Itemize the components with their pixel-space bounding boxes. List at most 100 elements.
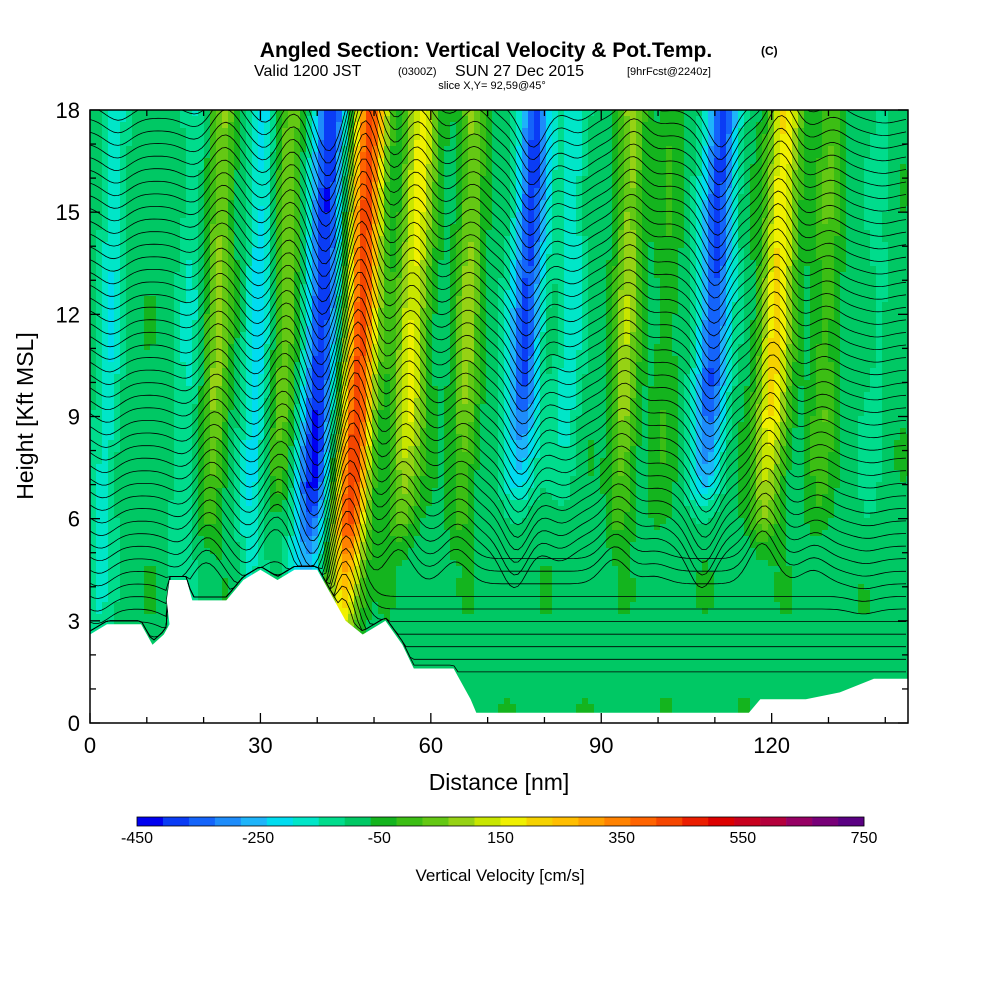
velocity-cell	[192, 200, 199, 207]
velocity-cell	[558, 170, 565, 177]
velocity-cell	[600, 320, 607, 327]
velocity-cell	[666, 272, 673, 279]
velocity-cell	[852, 218, 859, 225]
velocity-cell	[492, 158, 499, 165]
velocity-cell	[168, 194, 175, 201]
velocity-cell	[126, 128, 133, 135]
velocity-cell	[672, 182, 679, 189]
velocity-cell	[828, 302, 835, 309]
velocity-cell	[276, 182, 283, 189]
velocity-cell	[666, 182, 673, 189]
velocity-cell	[588, 152, 595, 159]
velocity-cell	[144, 272, 151, 279]
velocity-cell	[636, 254, 643, 261]
velocity-cell	[804, 290, 811, 297]
velocity-cell	[534, 248, 541, 255]
velocity-cell	[138, 170, 145, 177]
velocity-cell	[456, 248, 463, 255]
velocity-cell	[810, 242, 817, 249]
velocity-cell	[198, 116, 205, 123]
velocity-cell	[840, 254, 847, 261]
velocity-cell	[384, 200, 391, 207]
velocity-cell	[174, 182, 181, 189]
velocity-cell	[780, 260, 787, 267]
velocity-cell	[150, 206, 157, 213]
velocity-cell	[450, 308, 457, 315]
velocity-cell	[186, 176, 193, 183]
velocity-cell	[606, 188, 613, 195]
velocity-cell	[438, 224, 445, 231]
velocity-cell	[306, 194, 313, 201]
velocity-cell	[336, 236, 343, 243]
velocity-cell	[126, 122, 133, 129]
velocity-cell	[630, 146, 637, 153]
velocity-cell	[504, 254, 511, 261]
velocity-cell	[462, 314, 469, 321]
velocity-cell	[414, 140, 421, 147]
velocity-cell	[750, 284, 757, 291]
velocity-cell	[474, 230, 481, 237]
velocity-cell	[438, 320, 445, 327]
velocity-cell	[168, 272, 175, 279]
velocity-cell	[558, 320, 565, 327]
velocity-cell	[726, 116, 733, 123]
velocity-cell	[864, 266, 871, 273]
velocity-cell	[282, 218, 289, 225]
velocity-cell	[534, 152, 541, 159]
velocity-cell	[690, 212, 697, 219]
velocity-cell	[618, 170, 625, 177]
velocity-cell	[876, 242, 883, 249]
velocity-cell	[792, 266, 799, 273]
velocity-cell	[288, 140, 295, 147]
velocity-cell	[642, 218, 649, 225]
velocity-cell	[630, 212, 637, 219]
velocity-cell	[528, 224, 535, 231]
velocity-cell	[246, 128, 253, 135]
velocity-cell	[138, 122, 145, 129]
velocity-cell	[606, 308, 613, 315]
velocity-cell	[852, 158, 859, 165]
velocity-cell	[168, 110, 175, 117]
velocity-cell	[264, 164, 271, 171]
velocity-cell	[402, 146, 409, 153]
velocity-cell	[666, 140, 673, 147]
velocity-cell	[522, 302, 529, 309]
velocity-cell	[480, 146, 487, 153]
velocity-cell	[594, 212, 601, 219]
velocity-cell	[414, 278, 421, 285]
velocity-cell	[588, 224, 595, 231]
velocity-cell	[606, 164, 613, 171]
velocity-cell	[96, 266, 103, 273]
velocity-cell	[468, 302, 475, 309]
velocity-cell	[192, 290, 199, 297]
velocity-cell	[714, 134, 721, 141]
velocity-cell	[294, 242, 301, 249]
velocity-cell	[264, 218, 271, 225]
velocity-cell	[240, 152, 247, 159]
velocity-cell	[774, 260, 781, 267]
velocity-cell	[168, 176, 175, 183]
velocity-cell	[774, 308, 781, 315]
velocity-cell	[216, 200, 223, 207]
velocity-cell	[708, 230, 715, 237]
velocity-cell	[240, 224, 247, 231]
velocity-cell	[594, 266, 601, 273]
velocity-cell	[252, 182, 259, 189]
velocity-cell	[798, 236, 805, 243]
velocity-cell	[240, 158, 247, 165]
velocity-cell	[288, 194, 295, 201]
velocity-cell	[684, 200, 691, 207]
velocity-cell	[462, 248, 469, 255]
velocity-cell	[876, 230, 883, 237]
velocity-cell	[642, 140, 649, 147]
velocity-cell	[282, 212, 289, 219]
velocity-cell	[168, 152, 175, 159]
velocity-cell	[498, 260, 505, 267]
velocity-cell	[288, 158, 295, 165]
velocity-cell	[672, 248, 679, 255]
velocity-cell	[906, 116, 908, 123]
velocity-cell	[828, 176, 835, 183]
velocity-cell	[582, 134, 589, 141]
velocity-cell	[246, 236, 253, 243]
velocity-cell	[330, 194, 337, 201]
